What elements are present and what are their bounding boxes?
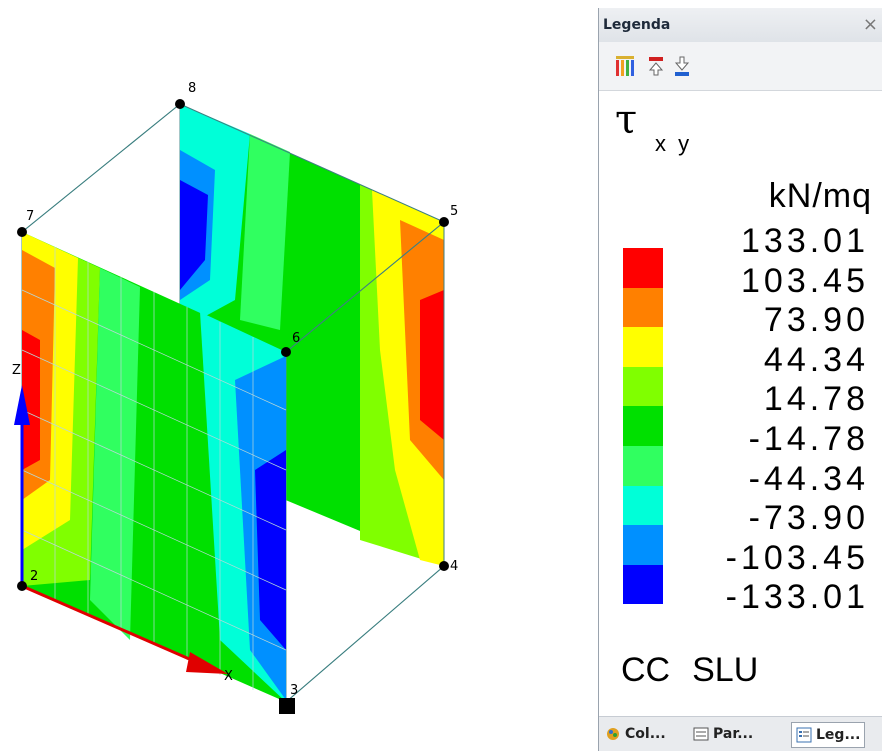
scale-value: 133.01 <box>741 222 869 260</box>
parameters-icon <box>693 726 709 742</box>
node-2 <box>17 581 27 591</box>
scale-value: -133.01 <box>725 578 869 617</box>
node-8 <box>175 99 185 109</box>
scale-value: 14.78 <box>763 380 869 419</box>
color-swatch <box>623 366 663 407</box>
legend-panel: Legenda × τ x y kN/mq 133 <box>598 8 882 751</box>
color-swatch <box>623 445 663 486</box>
scale-value: -73.90 <box>748 499 869 538</box>
color-swatch <box>623 406 663 446</box>
node-3-label: 3 <box>290 683 298 698</box>
tab-colors[interactable]: Col... <box>605 722 666 746</box>
axis-x-label: X <box>224 669 233 684</box>
tab-legend[interactable]: Leg... <box>791 722 866 748</box>
node-7-label: 7 <box>26 209 34 224</box>
color-swatch <box>623 287 663 328</box>
tab-parameters[interactable]: Par... <box>693 722 753 746</box>
result-symbol: τ <box>615 97 638 143</box>
unit-label: kN/mq <box>768 177 872 215</box>
model-nodes: 8 7 5 6 2 4 3 <box>17 81 458 714</box>
color-swatch <box>623 327 663 367</box>
color-swatch <box>623 248 663 288</box>
tab-colors-label: Col... <box>625 726 666 742</box>
node-6 <box>281 347 291 357</box>
legend-title: Legenda <box>603 17 671 33</box>
scale-value-list: 133.01 103.45 73.90 44.34 14.78 -14.78 -44.34-… <box>669 222 869 618</box>
color-swatch <box>623 525 663 565</box>
scale-value: 103.45 <box>741 261 869 300</box>
scale-value: 73.90 <box>763 301 869 340</box>
color-bars-icon[interactable] <box>615 54 637 78</box>
load-case-type: CC <box>621 651 671 689</box>
tab-legend-label: Leg... <box>816 727 861 743</box>
axis-z-label: Z <box>12 363 21 378</box>
node-6-label: 6 <box>292 331 300 346</box>
model-viewport[interactable]: Z X 8 7 5 6 2 4 3 <box>0 0 580 751</box>
legend-toolbar <box>599 42 882 91</box>
scale-value: -14.78 <box>748 419 869 458</box>
close-icon[interactable]: × <box>862 14 878 35</box>
panel-tabs: Col... Par... Leg... <box>599 716 882 751</box>
color-swatch <box>623 564 663 605</box>
move-down-icon[interactable] <box>671 54 693 78</box>
legend-body: τ x y kN/mq 133.01 103.45 73.90 44.34 14.78-… <box>599 91 882 717</box>
scale-value: -103.45 <box>725 538 869 577</box>
node-2-label: 2 <box>30 569 38 584</box>
node-3 <box>279 698 295 714</box>
result-subscript: x y <box>655 131 693 156</box>
scale-value: 44.34 <box>763 340 869 379</box>
color-swatch <box>623 485 663 526</box>
color-scale <box>623 248 663 605</box>
node-4 <box>439 561 449 571</box>
node-8-label: 8 <box>188 81 196 96</box>
global-axes: Z X <box>12 363 233 684</box>
legend-icon <box>796 727 812 743</box>
load-case-combination: SLU <box>692 651 759 689</box>
fem-model-canvas[interactable]: Z X 8 7 5 6 2 4 3 <box>0 0 580 751</box>
model-edges <box>21 103 445 703</box>
node-5-label: 5 <box>450 204 458 219</box>
node-4-label: 4 <box>450 559 458 574</box>
node-7 <box>17 227 27 237</box>
load-case-label: CC SLU <box>621 651 780 690</box>
node-5 <box>439 217 449 227</box>
move-up-icon[interactable] <box>645 54 667 78</box>
scale-value: -44.34 <box>748 459 869 498</box>
front-face-mesh <box>21 247 287 690</box>
colors-icon <box>605 726 621 742</box>
legend-titlebar[interactable]: Legenda × <box>599 8 882 43</box>
tab-parameters-label: Par... <box>713 726 754 742</box>
